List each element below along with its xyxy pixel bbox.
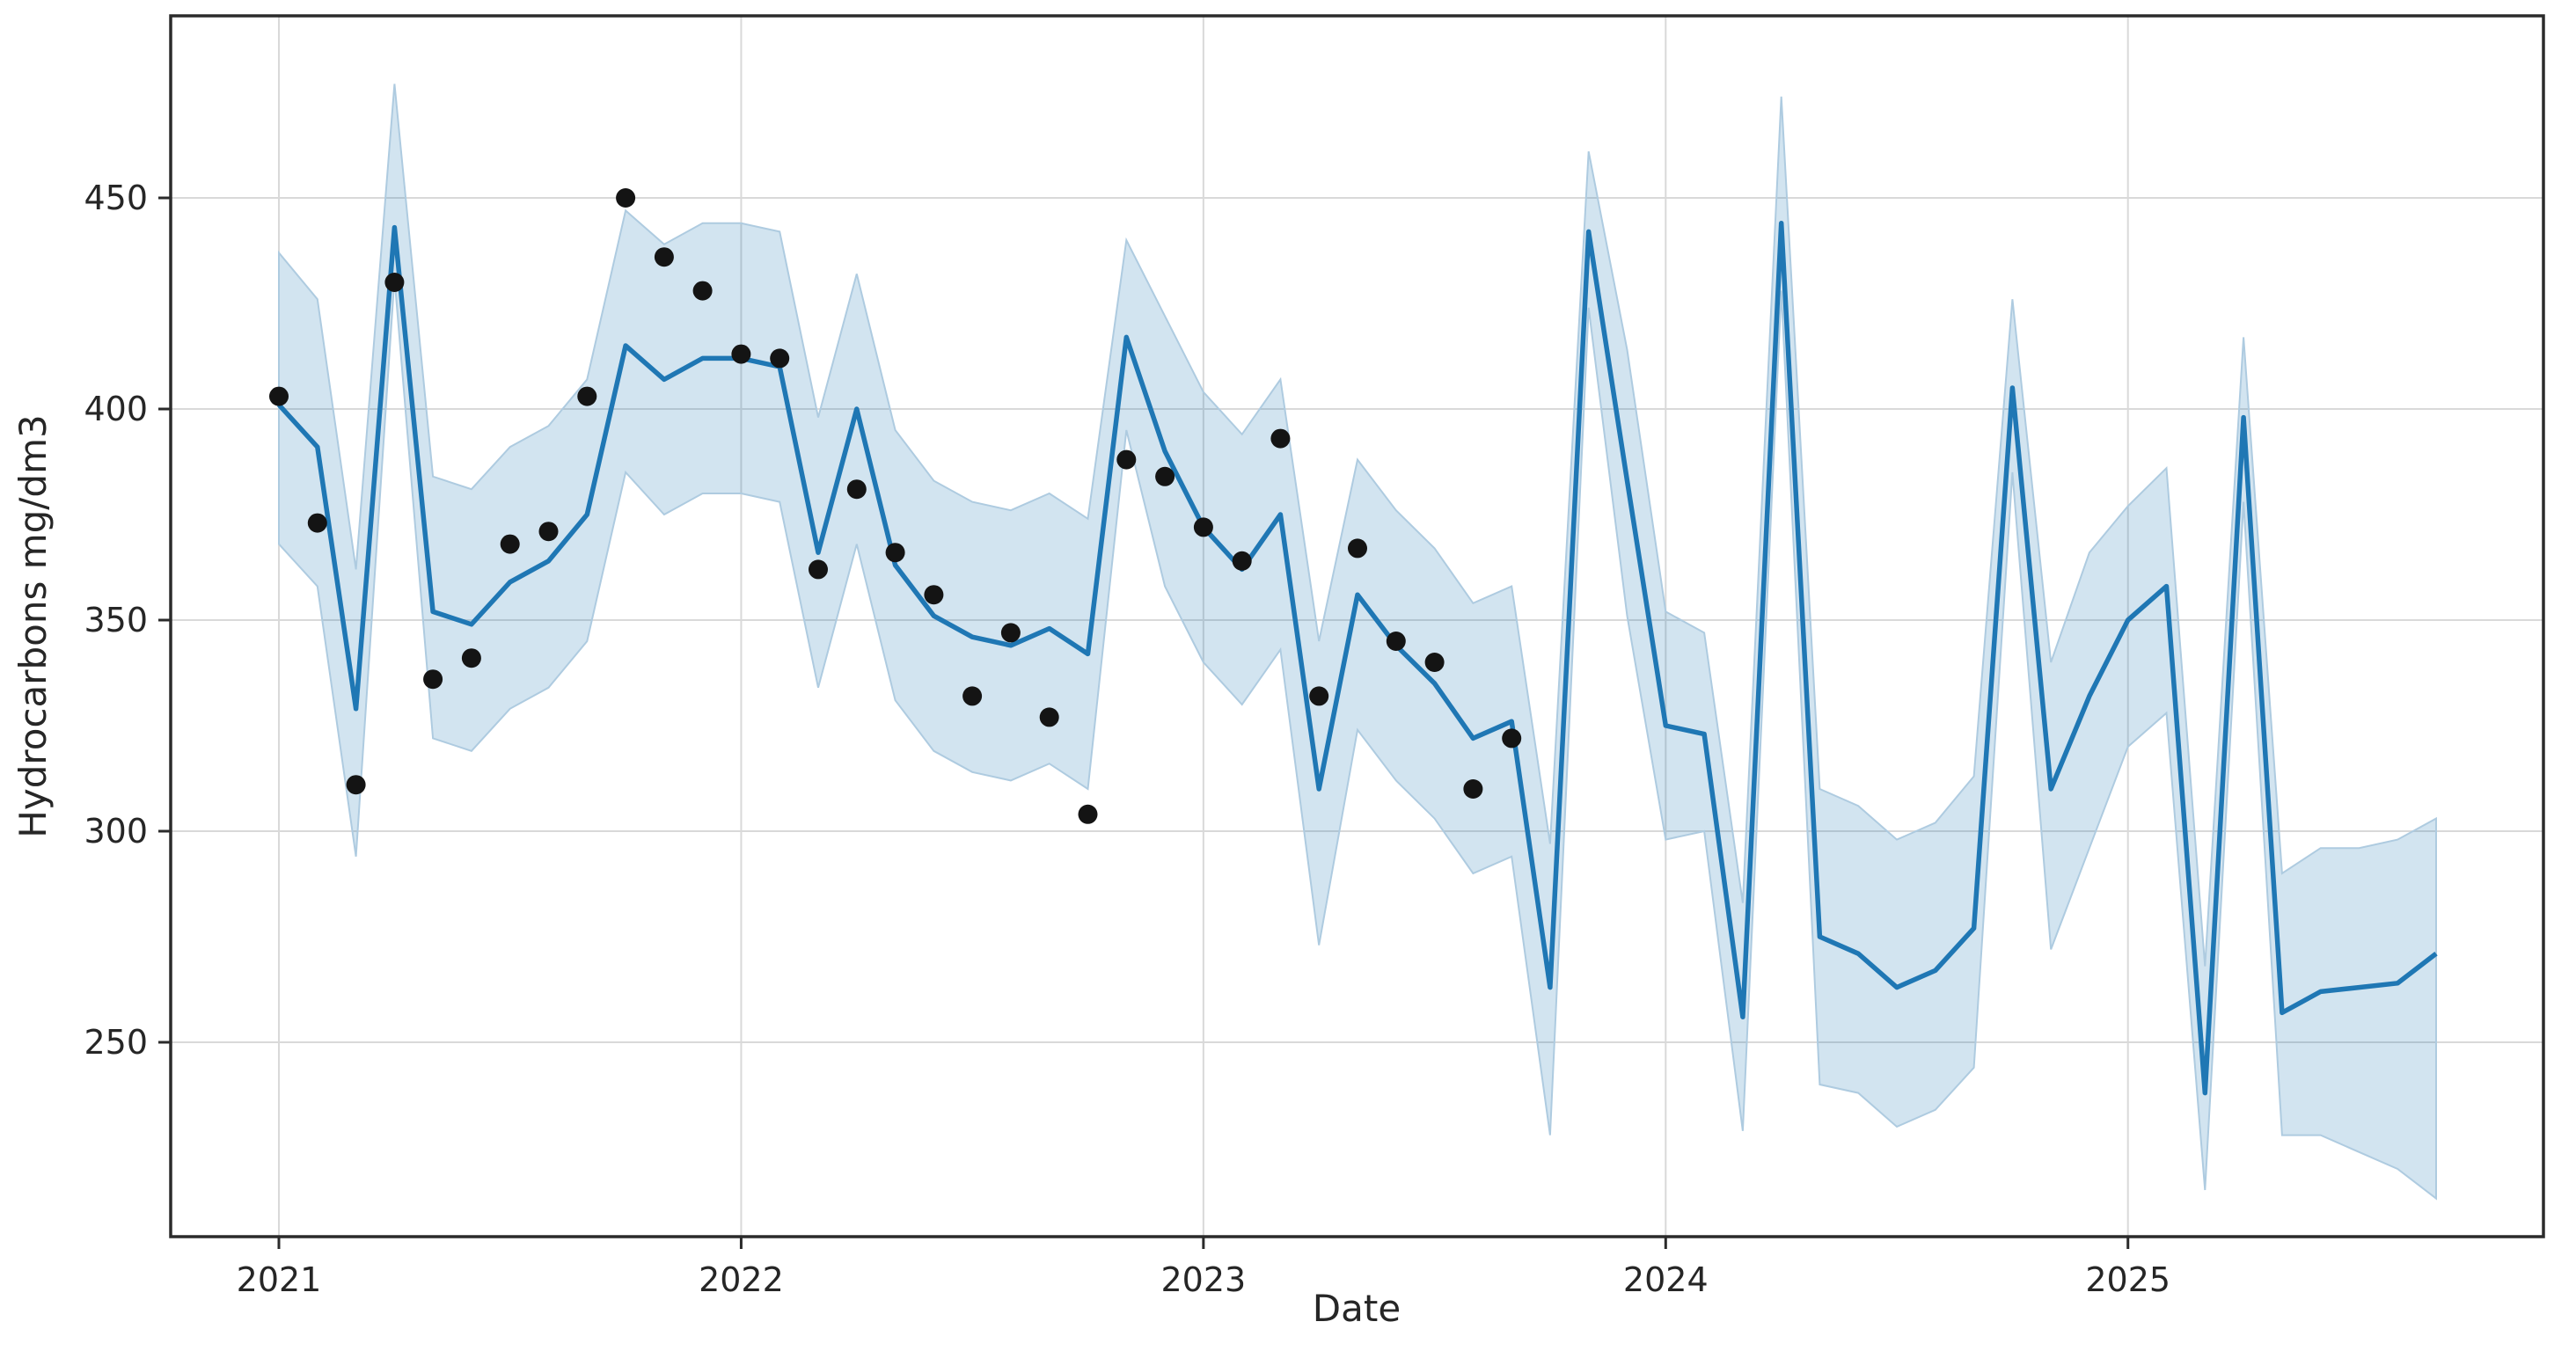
observed-point [1386, 632, 1406, 651]
y-tick-label: 300 [84, 812, 148, 851]
observed-point [1116, 449, 1137, 470]
forecast-line [276, 221, 2438, 1096]
observed-point [577, 386, 597, 406]
observed-point [809, 559, 828, 580]
observed-point [1078, 804, 1098, 824]
x-axis-ticks: 2021 2022 2023 2024 2025 [237, 1237, 2170, 1299]
y-tick-label: 250 [84, 1023, 148, 1062]
x-tick-label: 2023 [1161, 1260, 1247, 1299]
gridlines [171, 16, 2543, 1237]
observed-point [1348, 538, 1367, 559]
x-tick-label: 2022 [699, 1260, 784, 1299]
observed-point [616, 188, 636, 208]
observed-point [1000, 623, 1021, 643]
y-axis-label: Hydrocarbons mg/dm3 [11, 414, 55, 837]
x-axis-label: Date [1313, 1287, 1401, 1330]
x-tick-label: 2024 [1623, 1260, 1709, 1299]
observed-point [770, 348, 790, 369]
forecast-line-path [276, 221, 2438, 1096]
y-tick-label: 450 [84, 179, 148, 217]
confidence-band-area [278, 84, 2437, 1201]
y-axis-ticks: 250 300 350 400 450 [84, 179, 171, 1062]
observed-point [269, 386, 289, 406]
confidence-band [278, 84, 2437, 1201]
observed-point [384, 273, 405, 292]
observed-point [1193, 517, 1213, 537]
plot-border-spines [169, 14, 2545, 1238]
observed-point [461, 648, 481, 668]
y-tick-label: 400 [84, 390, 148, 428]
x-tick-label: 2021 [237, 1260, 322, 1299]
observed-point [538, 522, 559, 542]
observed-point [962, 686, 983, 706]
observed-point [500, 534, 520, 554]
observed-point [1270, 428, 1291, 449]
observed-points [269, 188, 1522, 824]
observed-point [1155, 466, 1175, 486]
observed-point [654, 247, 674, 267]
observed-point [692, 281, 713, 301]
observed-point [1502, 728, 1522, 749]
observed-point [1309, 686, 1329, 706]
y-tick-label: 350 [84, 601, 148, 639]
observed-point [423, 669, 443, 690]
observed-point [307, 513, 327, 533]
observed-point [346, 775, 366, 795]
observed-point [1463, 779, 1483, 799]
observed-point [1039, 707, 1059, 727]
observed-point [1424, 653, 1445, 672]
observed-point [1232, 551, 1252, 571]
observed-point [924, 585, 944, 605]
x-tick-label: 2025 [2085, 1260, 2170, 1299]
observed-point [731, 344, 751, 364]
observed-point [885, 543, 905, 563]
observed-point [846, 479, 867, 500]
